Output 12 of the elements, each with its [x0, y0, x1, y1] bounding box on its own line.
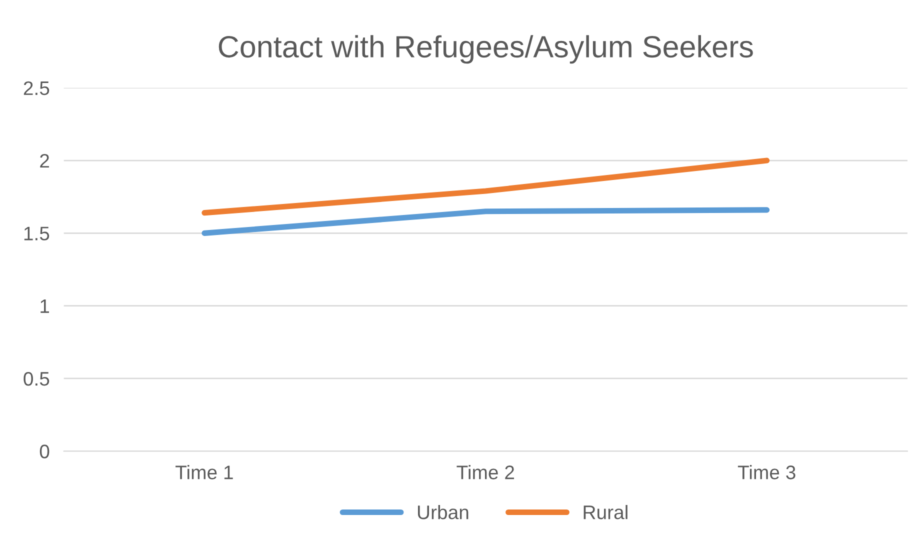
x-tick-label: Time 1 — [176, 465, 233, 480]
legend-label: Rural — [584, 504, 628, 520]
legend-label: Urban — [418, 504, 468, 520]
y-tick-label: 2 — [40, 154, 49, 168]
y-tick-label: 1.5 — [24, 226, 50, 240]
y-tick-label: 2.5 — [24, 81, 50, 96]
x-tick-label: Time 3 — [738, 465, 796, 480]
y-tick-label: 1 — [40, 299, 50, 313]
x-tick-label: Time 2 — [456, 465, 514, 480]
y-tick-label: 0 — [40, 444, 50, 458]
y-tick-label: 0.5 — [24, 372, 50, 386]
chart-title: Contact with Refugees/Asylum Seekers — [218, 35, 753, 64]
